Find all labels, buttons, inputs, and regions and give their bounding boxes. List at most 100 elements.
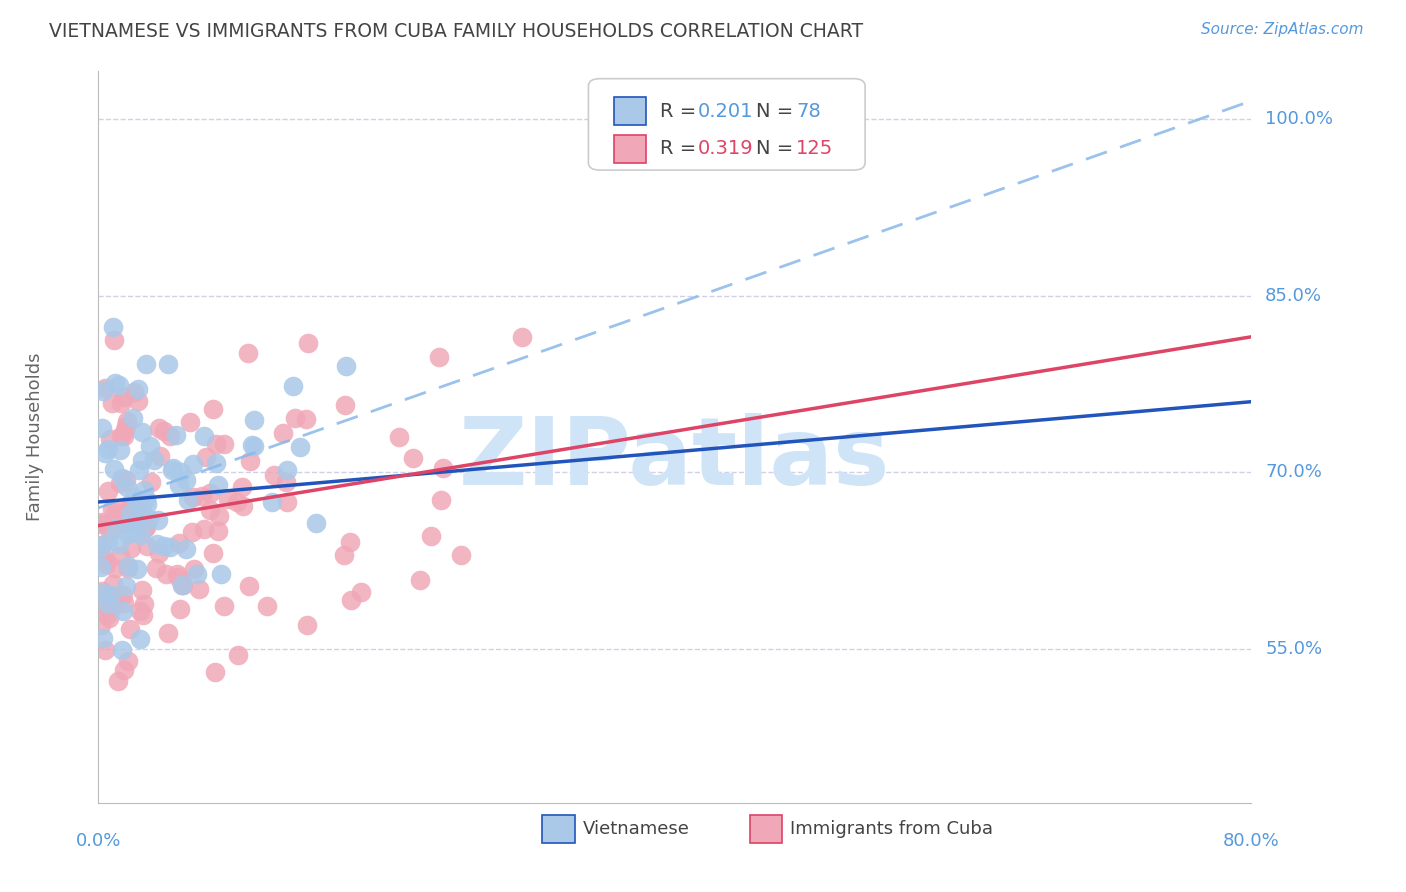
- Point: [132, 483, 155, 497]
- Point: [91, 384, 114, 399]
- Point: [127, 562, 149, 576]
- Point: [117, 498, 139, 512]
- Text: 85.0%: 85.0%: [1265, 286, 1322, 304]
- Point: [340, 593, 363, 607]
- Point: [103, 589, 125, 603]
- Point: [108, 475, 131, 490]
- Point: [125, 515, 148, 529]
- Point: [236, 345, 259, 359]
- Text: VIETNAMESE VS IMMIGRANTS FROM CUBA FAMILY HOUSEHOLDS CORRELATION CHART: VIETNAMESE VS IMMIGRANTS FROM CUBA FAMIL…: [49, 22, 863, 41]
- Point: [172, 577, 194, 591]
- Point: [107, 673, 129, 688]
- Point: [103, 577, 125, 591]
- Point: [118, 507, 141, 521]
- Point: [181, 524, 204, 539]
- Point: [427, 350, 450, 364]
- Text: 70.0%: 70.0%: [1265, 464, 1322, 482]
- FancyBboxPatch shape: [543, 815, 575, 843]
- Point: [112, 588, 135, 602]
- Point: [128, 496, 150, 510]
- Point: [333, 548, 356, 562]
- Point: [94, 643, 117, 657]
- Point: [110, 442, 132, 457]
- Point: [159, 429, 181, 443]
- Point: [160, 463, 183, 477]
- Point: [115, 414, 138, 428]
- Point: [205, 437, 228, 451]
- Point: [101, 396, 124, 410]
- Point: [90, 538, 112, 552]
- Point: [122, 490, 145, 504]
- Point: [165, 428, 187, 442]
- Point: [276, 462, 298, 476]
- Point: [202, 402, 225, 417]
- Point: [149, 450, 172, 464]
- Point: [100, 589, 122, 603]
- Point: [305, 516, 328, 530]
- Point: [170, 465, 193, 479]
- Point: [93, 586, 115, 600]
- Point: [166, 567, 188, 582]
- Point: [128, 632, 150, 646]
- Point: [91, 631, 114, 645]
- Point: [148, 546, 170, 560]
- Point: [115, 481, 138, 495]
- Point: [104, 376, 127, 391]
- Point: [276, 494, 298, 508]
- Point: [104, 560, 127, 574]
- Point: [239, 454, 262, 468]
- Point: [297, 336, 319, 351]
- Point: [179, 415, 201, 429]
- Point: [97, 610, 120, 624]
- Point: [231, 480, 253, 494]
- Point: [114, 579, 136, 593]
- Point: [97, 484, 120, 499]
- Point: [243, 439, 266, 453]
- Point: [134, 521, 156, 535]
- Point: [183, 457, 205, 471]
- Point: [193, 429, 215, 443]
- FancyBboxPatch shape: [749, 815, 782, 843]
- Point: [108, 537, 131, 551]
- Point: [101, 502, 124, 516]
- Point: [142, 453, 165, 467]
- Point: [90, 618, 112, 632]
- Point: [131, 583, 153, 598]
- Point: [135, 357, 157, 371]
- Point: [135, 491, 157, 506]
- Point: [260, 495, 283, 509]
- Point: [155, 566, 177, 581]
- Point: [104, 521, 127, 535]
- Point: [177, 492, 200, 507]
- Point: [139, 439, 162, 453]
- Point: [117, 654, 139, 668]
- Point: [135, 519, 157, 533]
- Point: [167, 478, 190, 492]
- Point: [187, 582, 209, 596]
- Point: [146, 513, 169, 527]
- Point: [91, 421, 114, 435]
- Point: [193, 522, 215, 536]
- Point: [290, 440, 312, 454]
- Point: [159, 541, 181, 555]
- Point: [276, 475, 298, 490]
- Point: [217, 491, 239, 506]
- Point: [96, 552, 118, 566]
- Point: [145, 537, 167, 551]
- Text: Immigrants from Cuba: Immigrants from Cuba: [790, 820, 993, 838]
- Text: N =: N =: [755, 102, 799, 120]
- Point: [111, 642, 134, 657]
- Text: R =: R =: [659, 139, 703, 159]
- Point: [115, 505, 138, 519]
- Point: [335, 359, 357, 373]
- Point: [212, 437, 235, 451]
- Point: [90, 587, 112, 601]
- Text: Family Households: Family Households: [25, 353, 44, 521]
- Point: [191, 489, 214, 503]
- Point: [409, 573, 432, 587]
- Point: [94, 599, 117, 614]
- Point: [117, 527, 139, 541]
- Point: [430, 493, 453, 508]
- Point: [186, 566, 208, 581]
- Point: [284, 411, 307, 425]
